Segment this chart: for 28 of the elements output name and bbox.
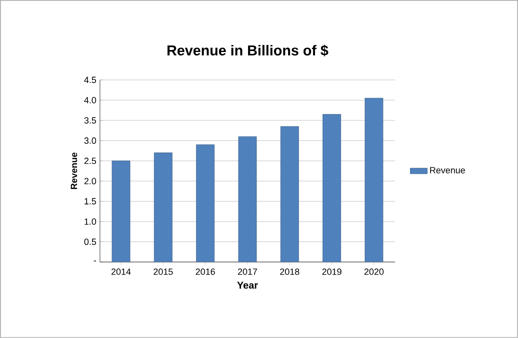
x-axis-title: Year: [237, 282, 258, 289]
bar: [154, 152, 172, 262]
bar: [280, 126, 299, 262]
y-tick-label: 3.0: [84, 137, 96, 144]
x-tick-label: 2017: [238, 268, 258, 275]
bar: [322, 114, 342, 262]
bar: [112, 160, 130, 262]
x-tick-label: 2014: [112, 268, 131, 275]
bar: [364, 98, 384, 262]
y-tick-label: 0.5: [84, 238, 96, 245]
x-tick-label: 2016: [196, 268, 215, 275]
x-tick-label: 2015: [154, 268, 173, 275]
x-tick-label: 2019: [322, 268, 342, 275]
bar: [238, 136, 257, 262]
y-axis-title: Revenue: [70, 152, 78, 190]
chart-title: Revenue in Billions of $: [168, 44, 328, 56]
y-tick-label: 4.5: [84, 76, 96, 84]
y-tick-label: -: [94, 260, 96, 262]
y-tick-label: 4.0: [84, 97, 96, 104]
y-tick-label: 1.5: [84, 198, 96, 204]
legend-label: Revenue: [430, 167, 465, 174]
y-tick-label: 2.0: [84, 178, 96, 184]
x-tick-label: 2018: [280, 268, 300, 275]
bar: [196, 144, 215, 262]
y-tick-label: 1.0: [84, 218, 96, 225]
x-tick-label: 2020: [364, 268, 384, 275]
y-tick-label: 3.5: [84, 117, 96, 124]
y-tick-label: 2.5: [84, 158, 96, 164]
